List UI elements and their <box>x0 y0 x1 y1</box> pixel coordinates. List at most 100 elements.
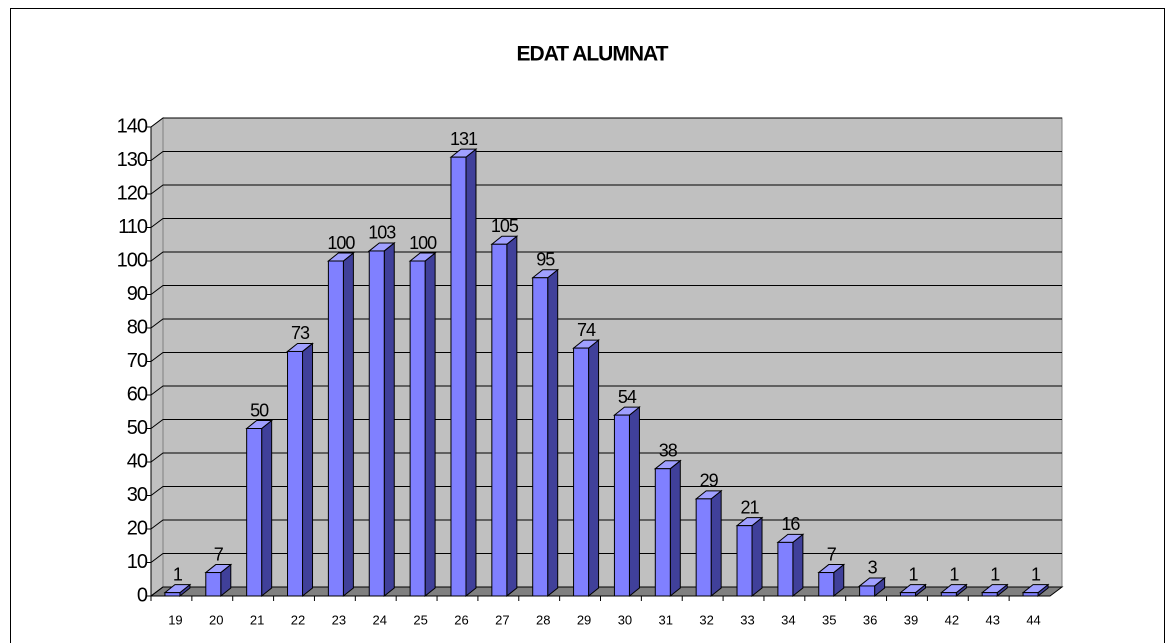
x-tick-label: 31 <box>659 612 673 627</box>
grid-line <box>150 218 1062 228</box>
grid-line <box>150 486 1062 496</box>
value-label: 7 <box>827 544 837 564</box>
value-label: 100 <box>327 233 355 253</box>
x-tick-label: 34 <box>781 612 795 627</box>
value-label: 1 <box>1031 564 1041 584</box>
value-label: 3 <box>868 558 878 578</box>
bar-side <box>710 489 722 598</box>
bar <box>368 250 385 597</box>
bar <box>695 498 712 597</box>
x-tick-label: 36 <box>863 612 877 627</box>
x-tick-label: 25 <box>413 612 427 627</box>
y-tick-label: 140 <box>117 115 148 137</box>
value-label: 131 <box>450 129 478 149</box>
grid-line <box>150 385 1062 396</box>
y-tick-label: 100 <box>117 249 148 271</box>
chart-title: EDAT ALUMNAT <box>517 43 669 66</box>
bar <box>899 592 916 597</box>
bar <box>736 525 753 597</box>
bar <box>450 156 467 597</box>
value-label: 50 <box>250 400 269 420</box>
x-tick-label: 26 <box>454 612 468 627</box>
value-label: 105 <box>491 216 519 236</box>
bar <box>246 428 263 597</box>
value-label: 1 <box>908 564 918 584</box>
x-tick-label: 44 <box>1026 612 1040 627</box>
bar <box>491 243 508 597</box>
y-tick-label: 120 <box>117 182 148 204</box>
grid-line <box>150 117 1062 128</box>
grid-line <box>150 318 1062 329</box>
value-label: 100 <box>409 233 437 253</box>
x-tick-label: 30 <box>618 612 632 627</box>
bar <box>777 541 794 597</box>
value-label: 7 <box>214 544 224 564</box>
value-label: 1 <box>990 564 1000 584</box>
bar <box>981 592 998 597</box>
bar-side <box>547 268 559 598</box>
value-label: 21 <box>741 497 760 517</box>
x-tick-label: 32 <box>699 612 713 627</box>
y-tick-label: 40 <box>127 450 148 472</box>
bar <box>859 585 876 597</box>
bar <box>818 572 835 597</box>
bar-side <box>302 342 314 598</box>
bar <box>654 468 671 597</box>
value-label: 1 <box>949 564 959 584</box>
bar <box>327 260 344 597</box>
value-label: 54 <box>618 387 637 407</box>
x-tick-label: 33 <box>740 612 754 627</box>
y-tick-label: 10 <box>127 551 148 573</box>
grid-line <box>150 352 1062 362</box>
y-tick-label: 20 <box>127 517 148 539</box>
y-tick-label: 80 <box>127 316 148 338</box>
value-label: 95 <box>536 250 555 270</box>
x-tick-label: 20 <box>209 612 223 627</box>
bar <box>573 347 590 597</box>
grid-line <box>150 452 1062 463</box>
bar <box>1022 592 1039 597</box>
y-tick-label: 130 <box>117 149 148 171</box>
bar <box>409 260 426 597</box>
bar-side <box>383 241 395 598</box>
y-tick-label: 50 <box>127 417 148 439</box>
x-tick-label: 29 <box>577 612 591 627</box>
x-tick-label: 39 <box>904 612 918 627</box>
value-label: 74 <box>577 320 596 340</box>
bar-side <box>424 251 436 598</box>
x-tick-label: 21 <box>250 612 264 627</box>
x-tick-label: 24 <box>373 612 387 627</box>
x-tick-label: 23 <box>332 612 346 627</box>
bar-side <box>751 516 763 598</box>
grid-line <box>150 251 1062 262</box>
x-tick-label: 42 <box>945 612 959 627</box>
y-tick-label: 110 <box>118 216 148 238</box>
value-label: 103 <box>368 223 396 243</box>
bar-side <box>792 533 804 598</box>
grid-line <box>150 419 1062 429</box>
value-label: 38 <box>659 440 678 460</box>
grid-line <box>150 285 1062 295</box>
y-tick-label: 30 <box>127 484 148 506</box>
bar <box>613 414 630 597</box>
x-tick-label: 43 <box>985 612 999 627</box>
bar-side <box>506 235 518 598</box>
grid-line <box>150 151 1062 161</box>
y-tick-label: 90 <box>127 283 148 305</box>
grid-line <box>150 184 1062 195</box>
y-tick-label: 0 <box>137 584 148 606</box>
bar <box>205 572 222 597</box>
bar-side <box>588 339 600 598</box>
y-tick-label: 70 <box>127 350 148 372</box>
y-tick-label: 60 <box>127 383 148 405</box>
value-label: 1 <box>173 564 183 584</box>
bar-side <box>628 406 640 598</box>
bar-side <box>342 251 354 598</box>
x-tick-label: 35 <box>822 612 836 627</box>
bar-side <box>261 419 273 598</box>
bar <box>164 592 181 597</box>
x-tick-label: 19 <box>168 612 182 627</box>
bar-side <box>669 459 681 598</box>
bar-side <box>465 148 477 598</box>
